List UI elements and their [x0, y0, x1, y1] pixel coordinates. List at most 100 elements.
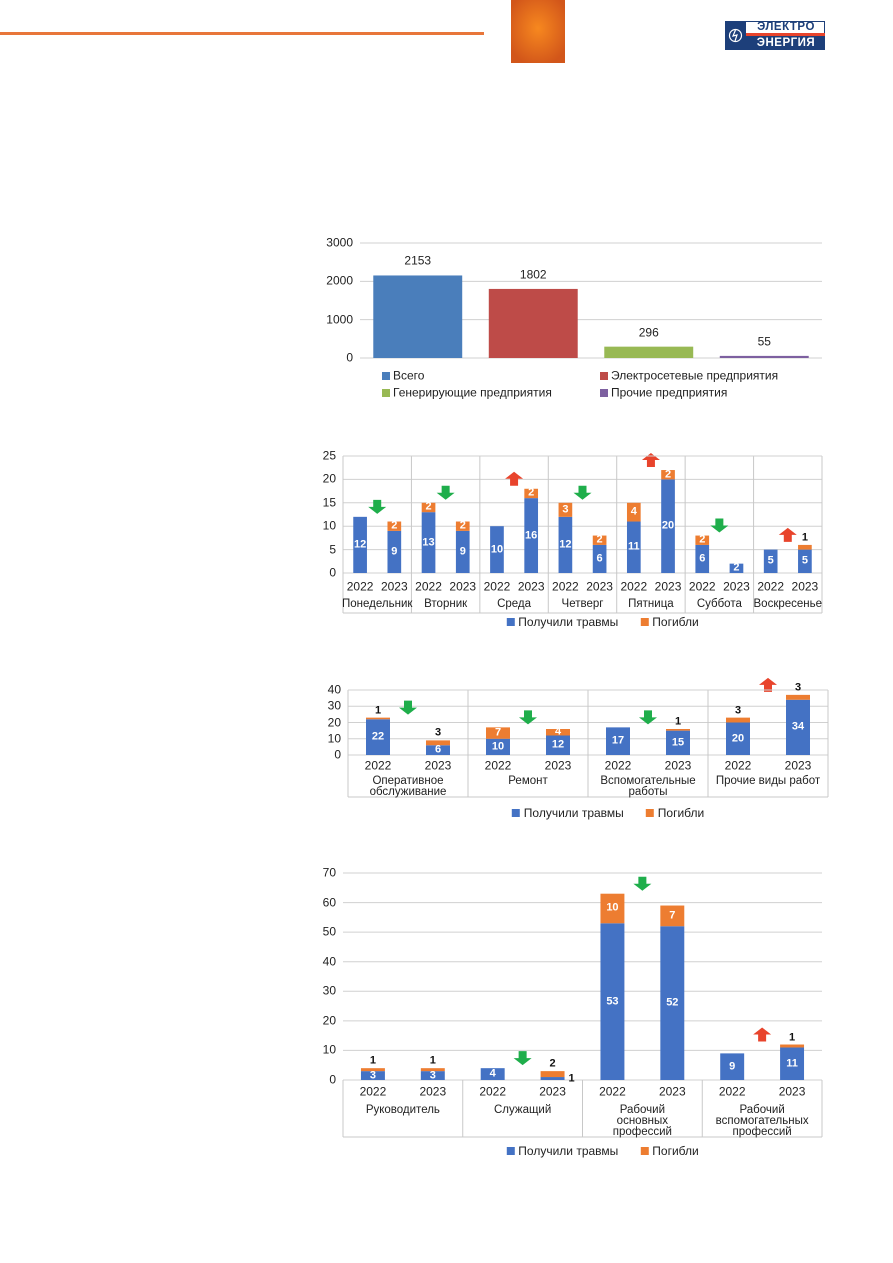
data-label: 53 — [606, 995, 619, 1008]
legend-swatch — [640, 1147, 649, 1155]
data-label: 12 — [353, 538, 367, 551]
data-label: 1 — [674, 715, 682, 728]
x-tick-label: 2022 — [346, 579, 374, 594]
group-label: Рабочий основных профессий — [612, 1104, 672, 1138]
data-label: 2 — [549, 1057, 556, 1070]
bar-segment — [455, 530, 470, 573]
group-label: Руководитель — [365, 1104, 440, 1116]
legend-item: Получили травмы — [506, 615, 618, 629]
trend-arrow-up — [641, 453, 660, 468]
x-tick-label: 2022 — [620, 579, 648, 594]
x-tick-label: 2022 — [757, 579, 785, 594]
bar-segment — [798, 549, 812, 573]
bar-segment — [353, 516, 367, 573]
data-label: 3 — [369, 1069, 376, 1082]
y-tick-label: 20 — [322, 1013, 336, 1028]
legend: Получили травмы Погибли — [506, 615, 699, 629]
bar-segment — [366, 719, 390, 755]
legend-swatch — [382, 372, 390, 380]
x-tick-label: 2023 — [517, 579, 545, 594]
bar-segment — [421, 512, 436, 573]
bar-segment — [592, 535, 607, 545]
bar-segment — [387, 530, 402, 573]
legend-swatch — [600, 372, 608, 380]
y-tick-label: 0 — [334, 747, 341, 762]
x-tick-label: 2023 — [778, 1084, 806, 1099]
data-label: 1 — [801, 531, 808, 544]
legend-swatch — [511, 809, 520, 817]
data-label: 4 — [554, 725, 562, 738]
legend-label: Погибли — [652, 1144, 699, 1158]
data-label: 1802 — [519, 267, 547, 282]
bar-segment — [666, 729, 690, 731]
bar-segment — [726, 717, 750, 723]
trend-arrow-up — [778, 527, 797, 542]
bar-segment — [480, 1068, 505, 1080]
group-label: Четверг — [561, 598, 604, 610]
x-tick-label: 2023 — [424, 758, 452, 773]
bar-segment — [366, 717, 390, 720]
data-label: 6 — [699, 552, 706, 565]
x-tick-label: 2022 — [484, 758, 512, 773]
trend-arrow-up — [753, 1027, 772, 1042]
bar-segment — [426, 745, 450, 755]
x-tick-label: 2023 — [784, 758, 812, 773]
data-label: 2 — [664, 468, 672, 481]
group-label: Прочие виды работ — [715, 775, 821, 787]
x-tick-label: 2022 — [604, 758, 632, 773]
y-tick-label: 15 — [322, 495, 336, 510]
y-tick-label: 70 — [322, 865, 336, 880]
data-label: 6 — [434, 743, 442, 756]
bar-segment — [426, 740, 450, 746]
bar-segment — [360, 1071, 385, 1080]
y-tick-label: 0 — [329, 1072, 336, 1087]
header-line — [0, 32, 484, 35]
data-label: 3 — [794, 681, 802, 694]
bar-segment — [600, 923, 625, 1080]
x-tick-label: 2023 — [419, 1084, 447, 1099]
legend: Получили травмы Погибли — [506, 1144, 699, 1158]
y-tick-label: 50 — [322, 924, 336, 939]
legend-item: Получили травмы — [506, 1144, 618, 1158]
trend-arrow-down — [633, 876, 652, 891]
data-label: 2 — [733, 561, 740, 574]
y-tick-label: 25 — [322, 448, 336, 463]
data-label: 15 — [671, 736, 685, 749]
trend-arrow-up — [505, 471, 524, 486]
data-label: 1 — [429, 1054, 436, 1067]
bar-segment — [558, 502, 573, 517]
bar — [719, 355, 809, 358]
data-label: 52 — [666, 996, 679, 1009]
y-tick-label: 40 — [327, 682, 341, 697]
data-label: 3 — [562, 503, 569, 516]
y-tick-label: 5 — [329, 542, 336, 557]
trend-arrow-down — [399, 700, 417, 715]
group-label: Среда — [497, 598, 532, 610]
x-tick-label: 2022 — [479, 1084, 507, 1099]
data-label: 2 — [528, 486, 535, 499]
data-label: 3 — [734, 704, 742, 717]
legend-swatch — [640, 618, 649, 626]
bar-segment — [780, 1044, 805, 1048]
bar-segment — [798, 544, 812, 550]
trend-arrow-down — [573, 485, 592, 500]
legend-swatch — [506, 618, 515, 626]
legend-item: Погибли — [645, 806, 704, 820]
group-label: Суббота — [696, 598, 742, 610]
x-tick-label: 2023 — [791, 579, 819, 594]
data-label: 7 — [494, 726, 502, 739]
x-tick-label: 2023 — [664, 758, 692, 773]
data-label: 9 — [391, 545, 398, 558]
bar-segment — [786, 694, 810, 700]
y-tick-label: 20 — [322, 471, 336, 486]
y-tick-label: 20 — [327, 715, 341, 729]
legend: Получили травмы Погибли — [511, 806, 704, 820]
trend-arrow-down — [639, 710, 657, 725]
bar — [604, 346, 694, 358]
data-label: 9 — [459, 545, 466, 558]
data-label: 1 — [568, 1072, 575, 1085]
y-tick-label: 0 — [329, 565, 336, 580]
group-label: Рабочий вспомогательных профессий — [715, 1104, 809, 1138]
data-label: 3 — [429, 1069, 436, 1082]
